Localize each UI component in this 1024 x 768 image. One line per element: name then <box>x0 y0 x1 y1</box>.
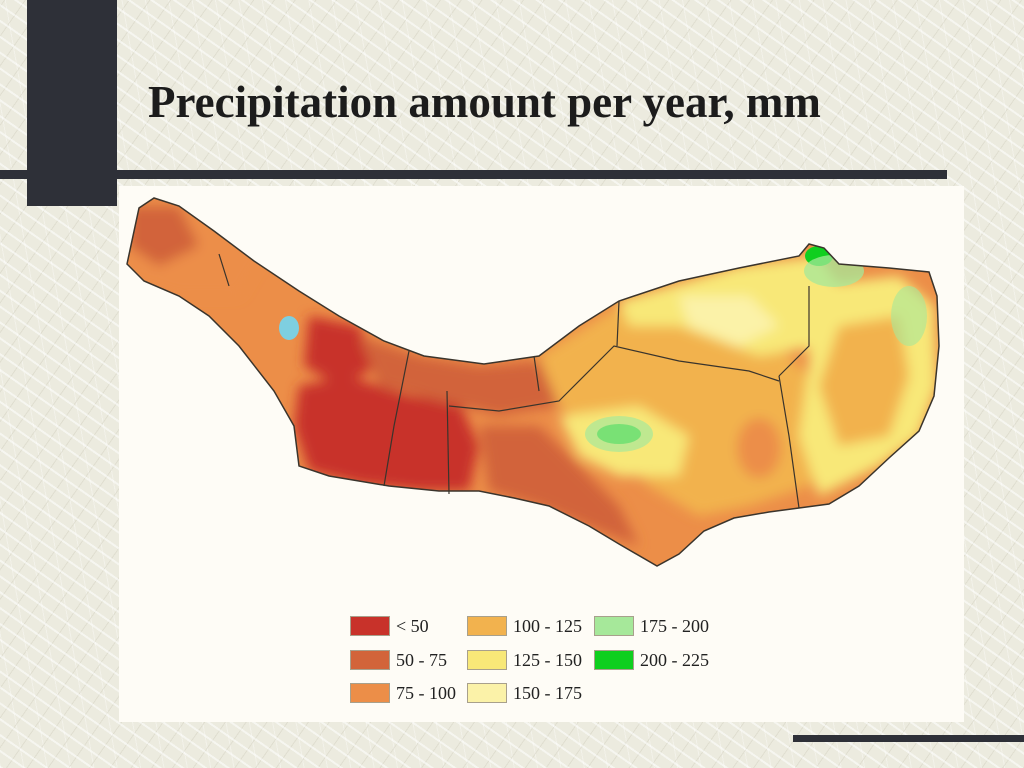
legend-item: 50 - 75 <box>350 648 447 672</box>
legend-item: 100 - 125 <box>467 614 582 638</box>
legend-label: < 50 <box>396 616 429 637</box>
legend-label: 175 - 200 <box>640 616 709 637</box>
legend-item: 200 - 225 <box>594 648 709 672</box>
legend-swatch-200-225 <box>594 650 634 670</box>
legend-item: 125 - 150 <box>467 648 582 672</box>
legend-swatch-75-100 <box>350 683 390 703</box>
bottom-rule <box>793 735 1024 742</box>
legend-label: 50 - 75 <box>396 650 447 671</box>
legend-label: 150 - 175 <box>513 683 582 704</box>
legend-swatch-lt50 <box>350 616 390 636</box>
legend-label: 125 - 150 <box>513 650 582 671</box>
slide-title: Precipitation amount per year, mm <box>148 76 821 128</box>
legend-item: 150 - 175 <box>467 681 582 705</box>
legend-swatch-125-150 <box>467 650 507 670</box>
legend-label: 200 - 225 <box>640 650 709 671</box>
map-panel: < 50 50 - 75 75 - 100 100 - 125 125 - 15… <box>119 186 964 722</box>
legend-item: 175 - 200 <box>594 614 709 638</box>
legend-swatch-50-75 <box>350 650 390 670</box>
legend-item: 75 - 100 <box>350 681 456 705</box>
legend-swatch-175-200 <box>594 616 634 636</box>
legend-item: < 50 <box>350 614 429 638</box>
legend-label: 100 - 125 <box>513 616 582 637</box>
legend-swatch-100-125 <box>467 616 507 636</box>
title-rule <box>0 170 947 179</box>
legend-swatch-150-175 <box>467 683 507 703</box>
legend-label: 75 - 100 <box>396 683 456 704</box>
map-legend: < 50 50 - 75 75 - 100 100 - 125 125 - 15… <box>119 186 964 722</box>
